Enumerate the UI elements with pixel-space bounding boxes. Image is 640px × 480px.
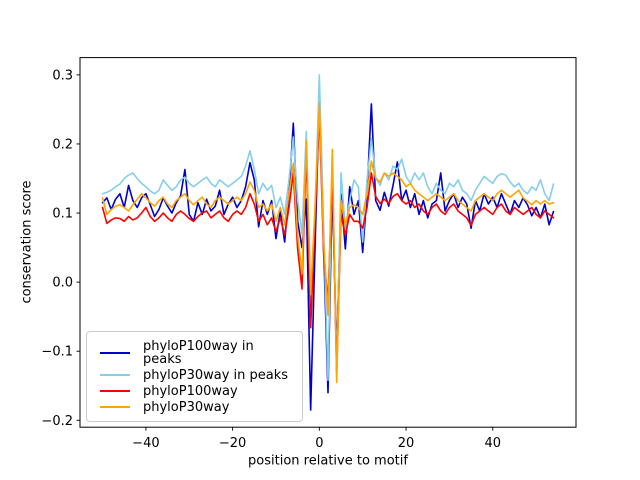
y-axis-label: conservation score xyxy=(19,180,35,304)
legend-label: phyloP100way in peaks xyxy=(143,338,254,367)
x-tick-label: 20 xyxy=(398,436,415,451)
series-line-phylop30way-in-peaks xyxy=(101,74,555,382)
legend-item: phyloP100way in peaks xyxy=(95,340,294,366)
legend-line-sample xyxy=(100,390,130,392)
legend-label: phyloP30way in peaks xyxy=(143,367,289,383)
y-tick-label: 0.0 xyxy=(52,276,73,291)
legend-line-sample xyxy=(100,351,130,354)
legend-item: phyloP100way xyxy=(95,385,294,398)
x-tick-label: −40 xyxy=(132,436,159,451)
legend-line-sample xyxy=(100,374,130,376)
y-tick-label: 0.1 xyxy=(52,207,73,222)
series-line-phylop30way xyxy=(101,103,555,384)
legend-item: phyloP30way xyxy=(95,401,294,414)
y-tick-label: −0.2 xyxy=(41,414,73,429)
legend-line-sample xyxy=(100,406,130,408)
legend: phyloP100way in peaks phyloP30way in peak… xyxy=(86,331,303,422)
legend-label: phyloP100way xyxy=(143,383,238,399)
y-tick-label: 0.3 xyxy=(52,68,73,83)
x-tick-label: −20 xyxy=(219,436,246,451)
x-tick-label: 40 xyxy=(484,436,501,451)
legend-label: phyloP30way xyxy=(143,399,230,415)
legend-item: phyloP30way in peaks xyxy=(95,369,294,382)
plot-frame xyxy=(79,57,577,428)
x-axis-label: position relative to motif xyxy=(248,453,408,469)
y-tick-label: −0.1 xyxy=(41,345,73,360)
x-tick-label: 0 xyxy=(315,436,323,451)
y-tick-label: 0.2 xyxy=(52,137,73,152)
